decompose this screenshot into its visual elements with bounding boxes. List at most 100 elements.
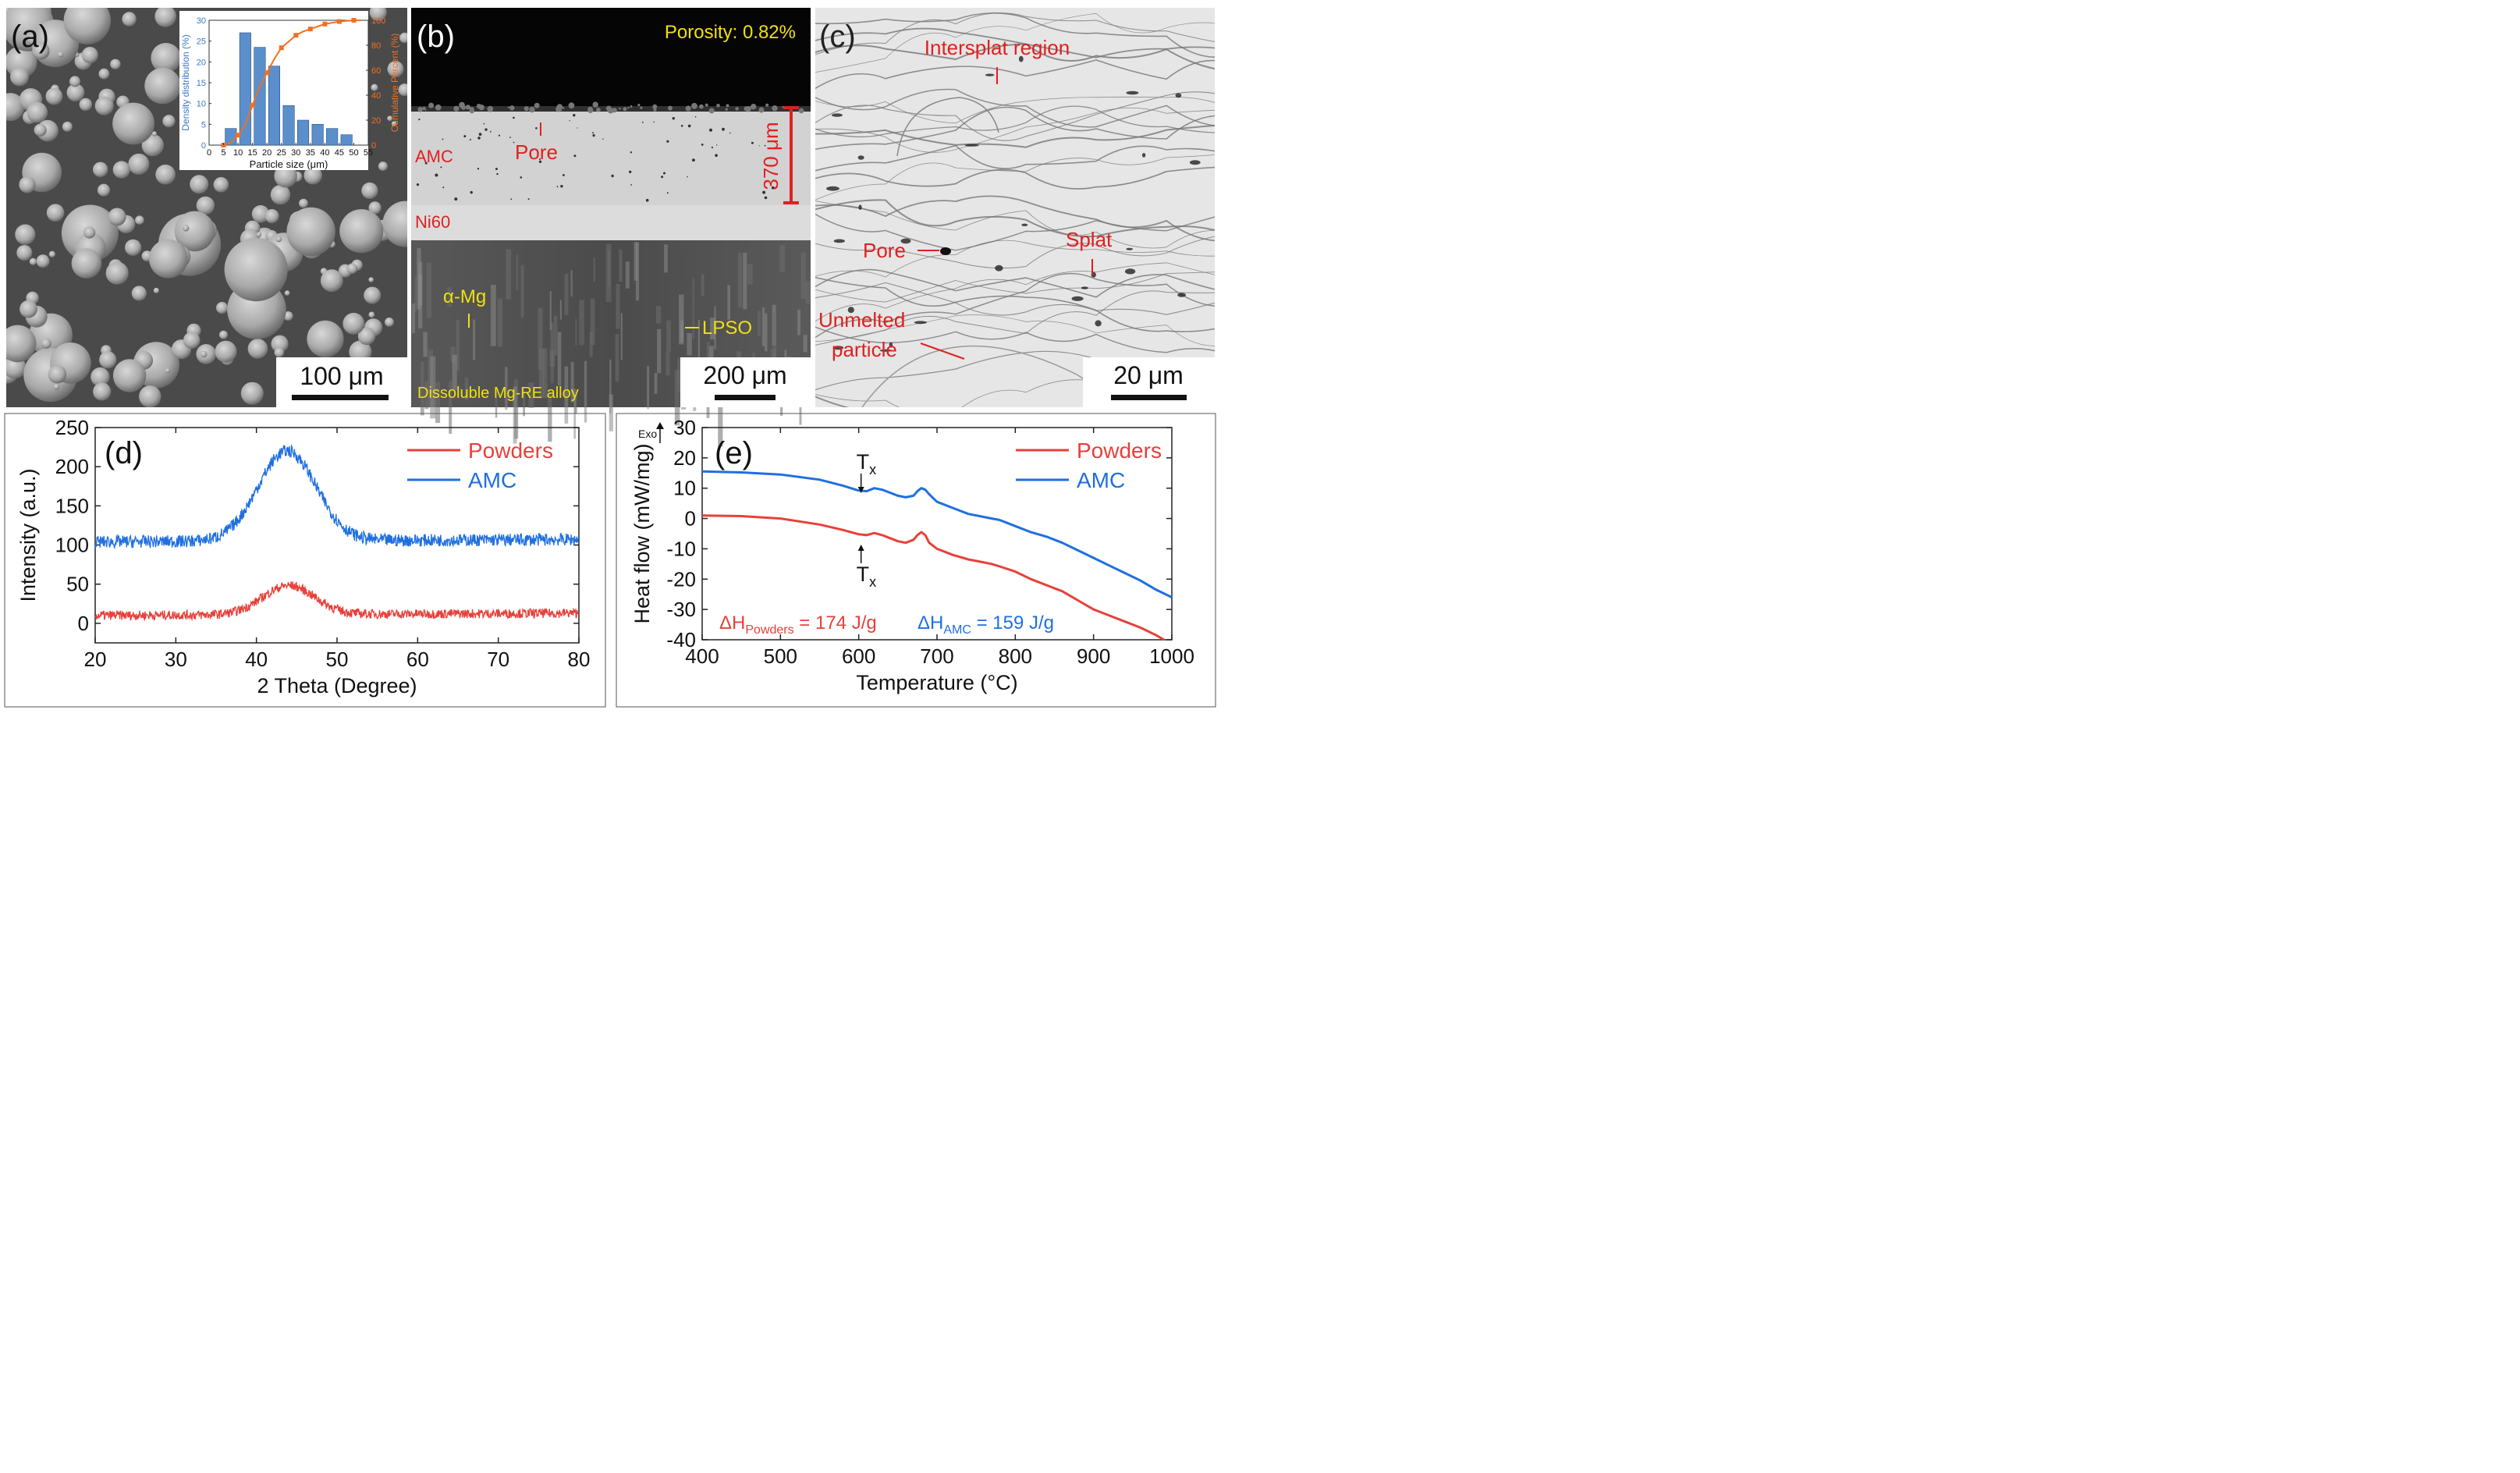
x-tick-label: 800 [999,644,1032,668]
powder-particle [125,239,142,256]
splat-boundary [815,59,1215,90]
splat-boundary [815,12,1215,58]
amc-pore [563,174,565,176]
dsc-series-amc [701,470,1173,598]
splat-pore [847,307,854,314]
inset-bar [239,32,251,146]
powder-particle [251,205,270,223]
inset-x-tick-label: 20 [262,148,272,158]
powder-particle [385,318,394,327]
splat-pore [985,73,995,76]
x-tick-label: 70 [487,648,509,671]
splat-boundary [815,106,1215,151]
amc-pore [611,174,614,178]
powder-particle [274,164,298,188]
panel-b-porosity: Porosity: 0.82% [665,22,796,43]
panel-d: 20 30 40 50 60 70 80 0 50 100 150 200 250 2 Theta (De… [4,413,606,708]
powder-particle [151,43,181,73]
amc-pore [716,144,718,146]
powder-particle [71,248,102,279]
amc-pore [560,185,563,188]
surface-grain [652,104,658,109]
surface-grain [623,107,627,112]
substrate-lamella [634,242,638,281]
amc-pore [478,133,482,137]
splat-pore [1175,93,1182,98]
substrate-lamella [542,348,548,399]
powder-particle [196,196,215,215]
substrate-lamella [473,319,475,360]
amc-pore [715,154,718,157]
powder-particle [131,286,147,301]
substrate-lamella [418,274,423,328]
x-tick-label: 40 [245,648,268,671]
powder-particle [48,250,55,257]
y-tick-label: -30 [666,598,696,621]
substrate-lamella [758,311,761,336]
splat-pore [1018,55,1024,62]
substrate-lamella [412,303,416,334]
panel-b-pore: Pore [515,140,558,164]
splat-boundary [815,272,1215,303]
substrate-lamella [435,382,441,424]
xrd-series-powders [94,581,580,622]
exo-arrow-head [656,422,664,429]
powder-particle [307,320,344,357]
surface-grain [469,108,475,114]
substrate-lamella [559,300,562,320]
substrate-lamella [564,366,569,424]
powder-particle [45,87,63,105]
panel-b-substrate-label: Dissoluble Mg-RE alloy [417,385,579,402]
splat-boundary [815,268,1215,298]
powder-particle [128,153,150,175]
legend-label: Powders [1077,438,1162,463]
powder-particle [41,338,51,349]
amc-pore [661,176,664,179]
surface-grain [699,104,704,109]
surface-grain [640,106,643,109]
amc-pore [758,145,760,147]
powder-particle [108,208,126,226]
powder-particle [153,287,159,293]
size-distribution-inset: Density distribution (%) Cumulative Perc… [179,11,400,170]
powder-particle [19,176,36,193]
inset-yr-tick-label: 80 [371,41,381,51]
amc-pore [496,172,499,176]
dh-powders-value: = 174 J/g [794,612,877,634]
substrate-lamella [772,312,777,372]
legend-label: AMC [1077,468,1125,492]
substrate-lamella [523,389,525,417]
splat-boundary [815,88,1215,128]
substrate-lamella [697,319,700,357]
amc-pore [538,160,542,163]
y-axis-label: Intensity (a.u.) [16,468,40,602]
inset-cumulative-marker [279,45,284,51]
amc-pore [418,119,421,121]
substrate-lamella [620,313,623,360]
powder-particles [6,8,407,407]
y-tick-label: 50 [66,573,89,596]
surface-grain [708,108,715,114]
inset-x-tick-label: 15 [248,148,257,158]
substrate-lamella [743,252,747,310]
substrate-lamella [513,386,517,444]
splat-boundary [815,105,1215,138]
splat-pore [1126,247,1134,250]
surface-grain [509,105,515,111]
y-tick-label: 150 [55,494,89,517]
powder-particle [219,330,228,339]
amc-pore [442,186,445,189]
panel-b-ni60: Ni60 [415,212,450,232]
splat-boundary [815,282,1215,316]
dsc-series-powders [701,514,1165,641]
substrate-lamella [765,313,768,352]
splat-boundary [815,43,1215,70]
inset-x-tick-label: 40 [320,148,329,158]
powder-particle [46,204,65,222]
powder-particle [155,164,176,185]
inset-x-tick-label: 5 [221,148,225,158]
amc-pore [535,127,538,130]
splat-boundary [815,314,1215,346]
x-tick-label: 900 [1077,644,1110,668]
splat-boundary [815,13,1215,73]
